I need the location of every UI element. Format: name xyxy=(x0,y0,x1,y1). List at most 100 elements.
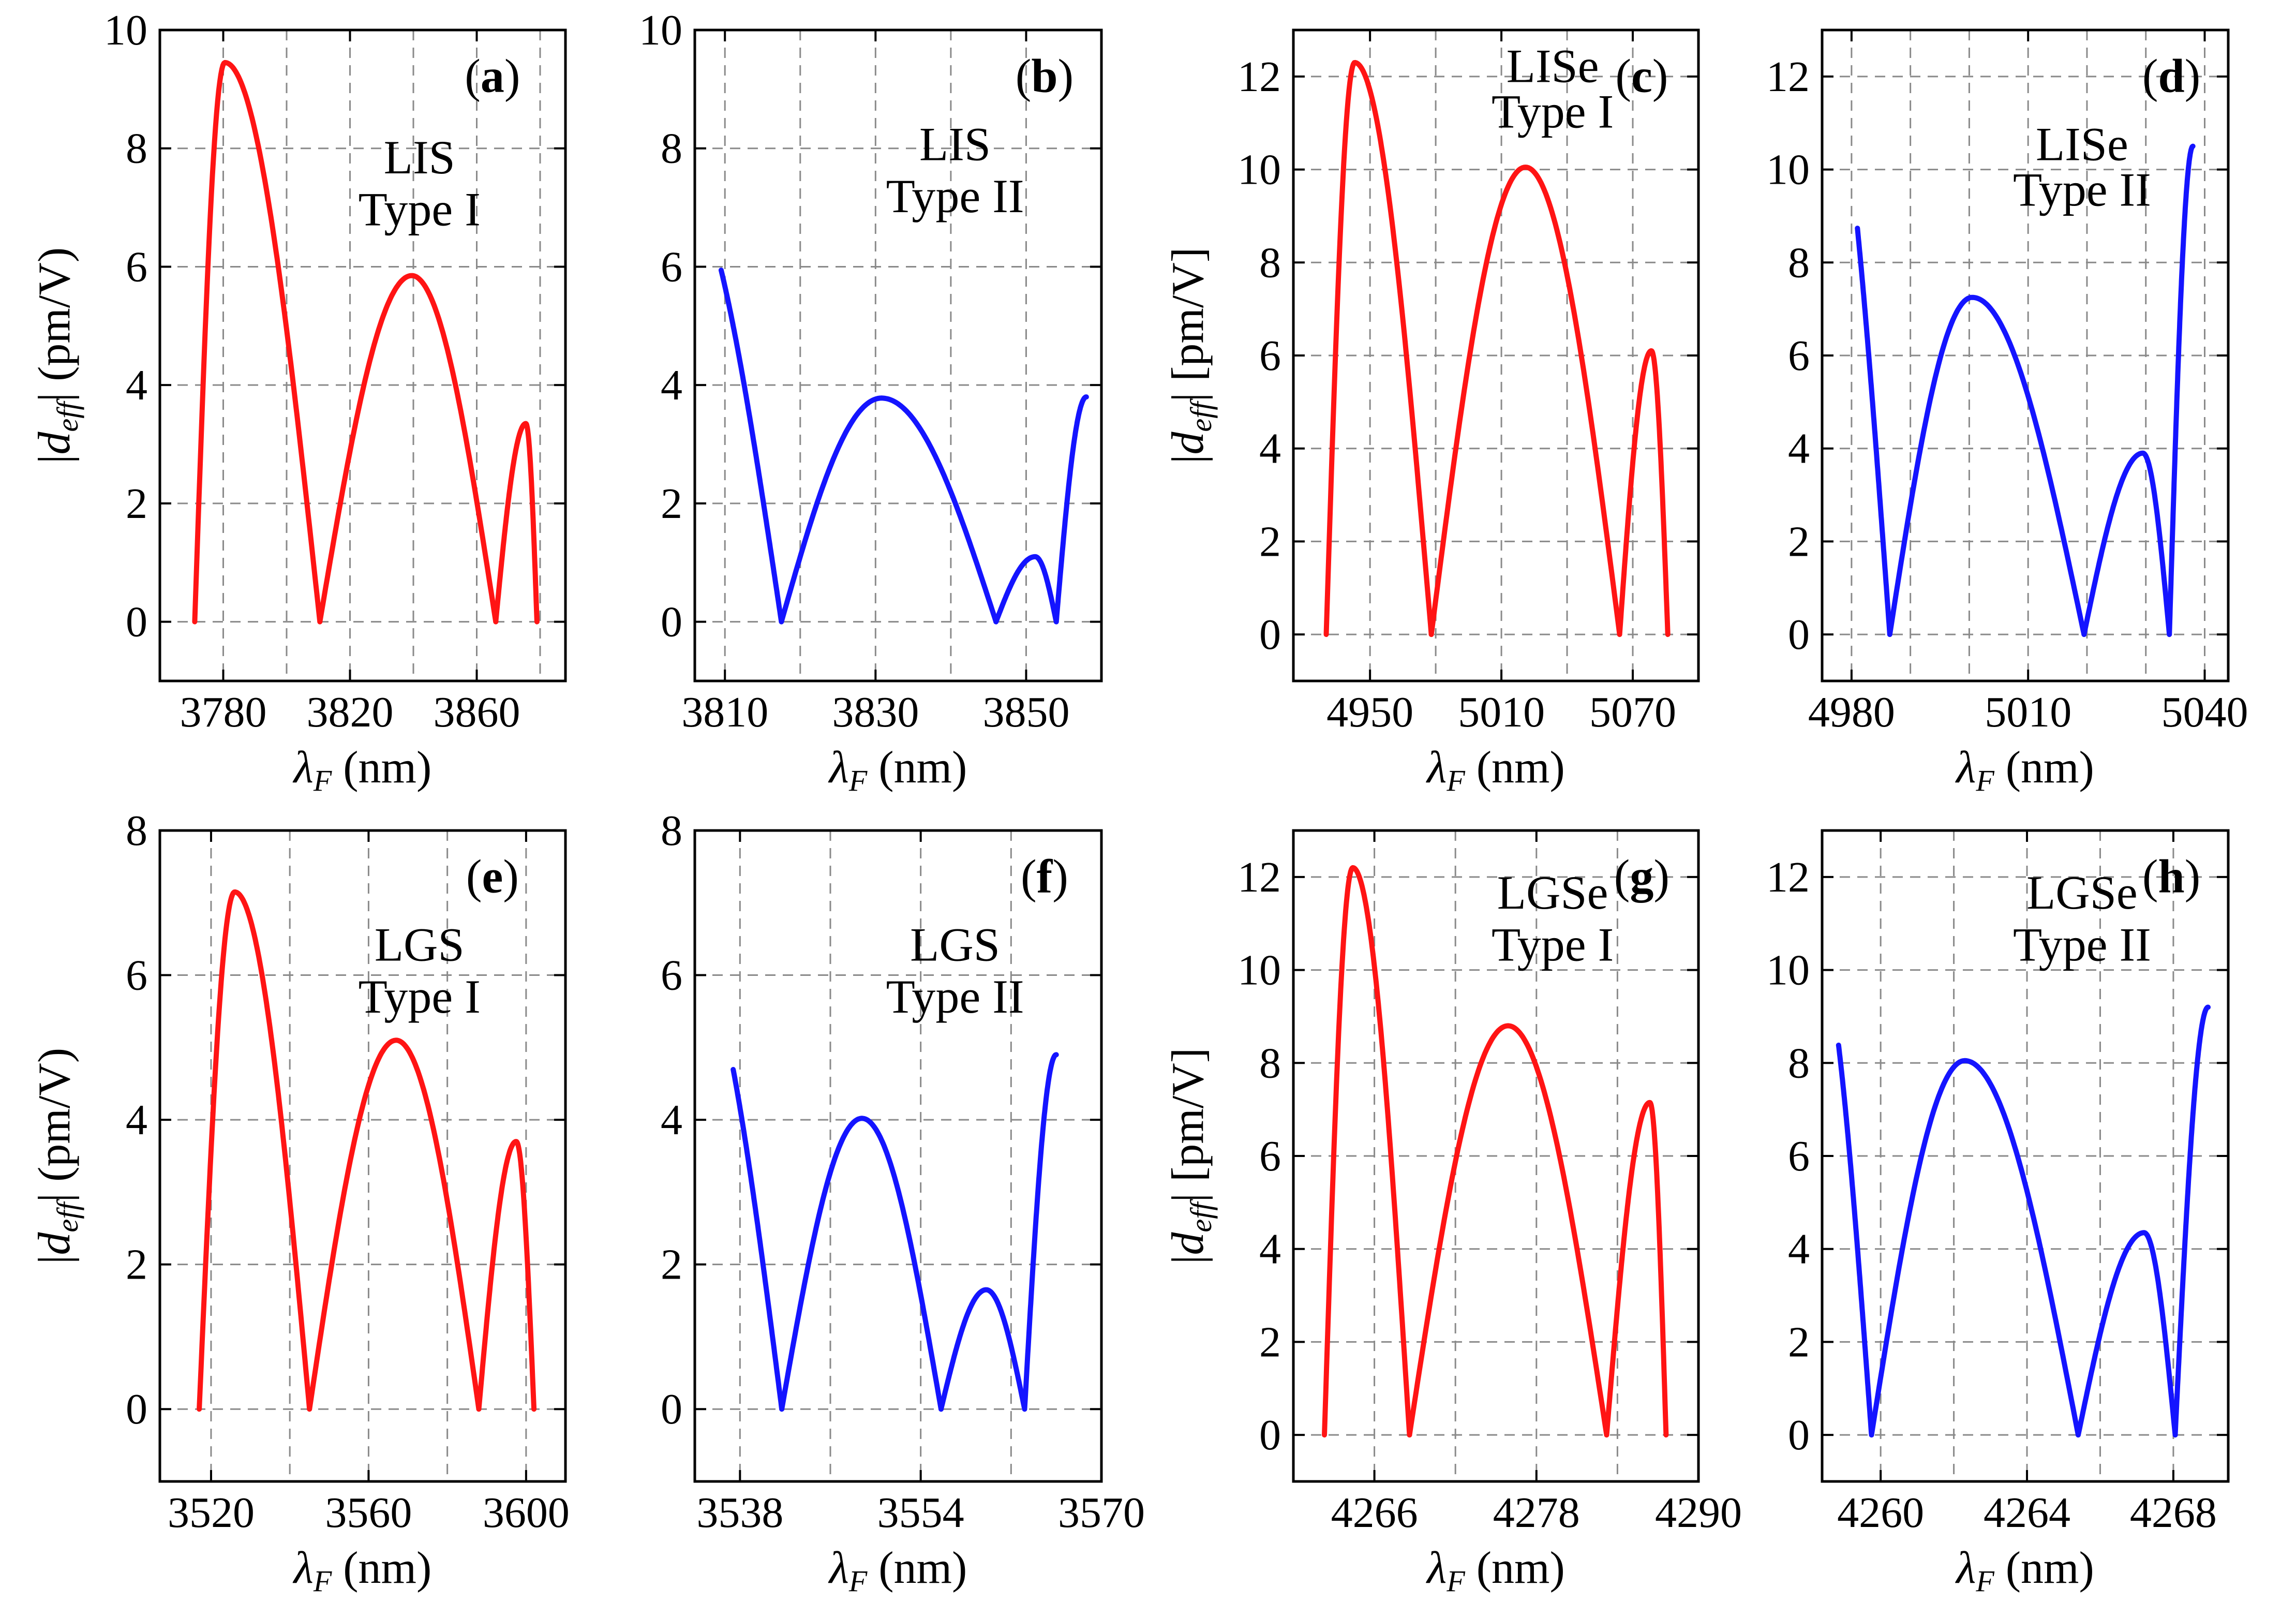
y-tick-label: 2 xyxy=(126,480,147,528)
y-tick-label: 4 xyxy=(126,1096,147,1144)
data-curve-lobe xyxy=(938,1287,1027,1412)
y-tick-label: 0 xyxy=(1259,611,1281,659)
x-axis-label: λF (nm) xyxy=(292,743,432,797)
panel-label: (g) xyxy=(1614,850,1669,903)
y-axis-label: |deff| (pm/V) xyxy=(29,1048,84,1264)
data-curve-lobe xyxy=(1855,226,1892,637)
x-axis-label: λF (nm) xyxy=(292,1543,432,1598)
data-curve-lobe xyxy=(307,1037,482,1412)
panel-h: 4260 4264 4268 0 2 4 6 8 10 12 λF (nm) (h)LGSeType … xyxy=(1766,829,2230,1598)
crystal-name: LISe xyxy=(2036,118,2128,171)
y-tick-label: 6 xyxy=(661,243,682,291)
y-tick-label: 8 xyxy=(1259,239,1281,287)
y-tick-label: 6 xyxy=(1788,332,1810,380)
phase-matching-type: Type II xyxy=(2013,918,2151,971)
x-tick-label: 5010 xyxy=(1985,688,2071,736)
y-tick-label: 2 xyxy=(661,1241,682,1289)
data-curve-lobe xyxy=(730,1066,785,1412)
x-tick-label: 4278 xyxy=(1493,1489,1580,1537)
panel-label: (d) xyxy=(2142,50,2200,102)
y-tick-label: 10 xyxy=(1766,146,1810,194)
data-curve-lobe xyxy=(779,1116,944,1412)
x-tick-label: 3810 xyxy=(681,688,768,736)
plot-frame xyxy=(158,28,567,683)
y-tick-label: 2 xyxy=(1788,517,1810,566)
y-tick-label: 0 xyxy=(126,1385,147,1433)
crystal-name: LGSe xyxy=(2026,866,2138,919)
y-tick-label: 8 xyxy=(661,125,682,173)
y-axis-label: |deff| (pm/V) xyxy=(29,247,84,464)
y-tick-label: 2 xyxy=(1788,1318,1810,1366)
panel-g: 4266 4278 4290 0 2 4 6 8 10 12 λF (nm) |deff| [pm/V… xyxy=(1163,829,1742,1598)
y-tick-label: 10 xyxy=(1238,146,1281,194)
panel-c: 4950 5010 5070 0 2 4 6 8 10 12 λF (nm) |deff| [pm/V… xyxy=(1163,28,1700,797)
data-curve-lobe xyxy=(993,554,1059,625)
y-tick-label: 2 xyxy=(1259,1318,1281,1366)
data-curve-lobe xyxy=(1322,865,1412,1438)
data-curve-lobe xyxy=(1887,294,2087,637)
y-tick-label: 6 xyxy=(126,243,147,291)
y-tick-label: 0 xyxy=(1788,1411,1810,1459)
x-tick-label: 5040 xyxy=(2161,688,2248,736)
x-tick-label: 3850 xyxy=(982,688,1069,736)
crystal-name: LGS xyxy=(910,918,1000,971)
y-tick-label: 12 xyxy=(1238,53,1281,101)
data-curve-lobe xyxy=(317,273,499,625)
y-tick-label: 4 xyxy=(126,361,147,409)
y-tick-label: 8 xyxy=(1788,1039,1810,1087)
x-tick-label: 5070 xyxy=(1589,688,1676,736)
data-curve-lobe xyxy=(1869,1058,2081,1438)
y-tick-label: 10 xyxy=(1766,946,1810,995)
y-tick-label: 4 xyxy=(1788,1225,1810,1273)
y-tick-label: 10 xyxy=(639,6,682,54)
y-tick-label: 4 xyxy=(1259,1225,1281,1273)
x-tick-label: 3538 xyxy=(696,1489,783,1537)
data-curve-lobe xyxy=(779,395,999,625)
y-axis-label: |deff| [pm/V] xyxy=(1163,247,1218,464)
x-tick-label: 4980 xyxy=(1808,688,1895,736)
plot-frame xyxy=(693,829,1103,1483)
x-tick-label: 3554 xyxy=(877,1489,964,1537)
y-tick-label: 8 xyxy=(661,807,682,855)
data-curve-lobe xyxy=(1323,60,1434,637)
y-tick-label: 6 xyxy=(661,952,682,1000)
y-axis-label: |deff| [pm/V] xyxy=(1163,1048,1218,1264)
x-tick-label: 3560 xyxy=(325,1489,412,1537)
x-axis-label: λF (nm) xyxy=(1425,743,1565,797)
y-tick-label: 8 xyxy=(1788,239,1810,287)
crystal-name: LGSe xyxy=(1497,866,1608,919)
y-tick-label: 0 xyxy=(1259,1411,1281,1459)
crystal-name: LGS xyxy=(375,918,465,971)
panel-d: 4980 5010 5040 0 2 4 6 8 10 12 λF (nm) (d) LISeType … xyxy=(1766,28,2248,797)
x-tick-label: 4290 xyxy=(1655,1489,1742,1537)
y-tick-label: 4 xyxy=(661,361,682,409)
y-tick-label: 10 xyxy=(1238,946,1281,995)
x-axis-label: λF (nm) xyxy=(1425,1543,1565,1598)
phase-matching-type: Type II xyxy=(886,170,1024,222)
x-tick-label: 3520 xyxy=(168,1489,255,1537)
data-curve-lobe xyxy=(1053,394,1089,625)
y-tick-label: 12 xyxy=(1766,53,1810,101)
data-curve-lobe xyxy=(718,268,784,625)
y-tick-label: 0 xyxy=(661,598,682,646)
y-tick-label: 4 xyxy=(1788,425,1810,473)
x-axis-label: λF (nm) xyxy=(828,743,967,797)
y-tick-label: 12 xyxy=(1766,853,1810,901)
crystal-name: LISe xyxy=(1507,40,1599,93)
y-tick-label: 6 xyxy=(126,952,147,1000)
x-tick-label: 4266 xyxy=(1331,1489,1418,1537)
y-tick-label: 2 xyxy=(661,480,682,528)
data-curve-lobe xyxy=(493,421,540,625)
panel-e: 3520 3560 3600 0 2 4 6 8 λF (nm) |deff| (pm/V) (e)… xyxy=(29,807,570,1598)
panel-label: (e) xyxy=(466,850,519,903)
data-curve-lobe xyxy=(1407,1023,1609,1438)
phase-matching-type: Type I xyxy=(1492,918,1614,971)
x-axis-label: λF (nm) xyxy=(828,1543,967,1598)
x-tick-label: 4264 xyxy=(1984,1489,2070,1537)
panel-label: (c) xyxy=(1615,50,1668,102)
crystal-name: LIS xyxy=(384,131,455,184)
plot-frame xyxy=(693,28,1103,683)
x-tick-label: 3600 xyxy=(483,1489,570,1537)
